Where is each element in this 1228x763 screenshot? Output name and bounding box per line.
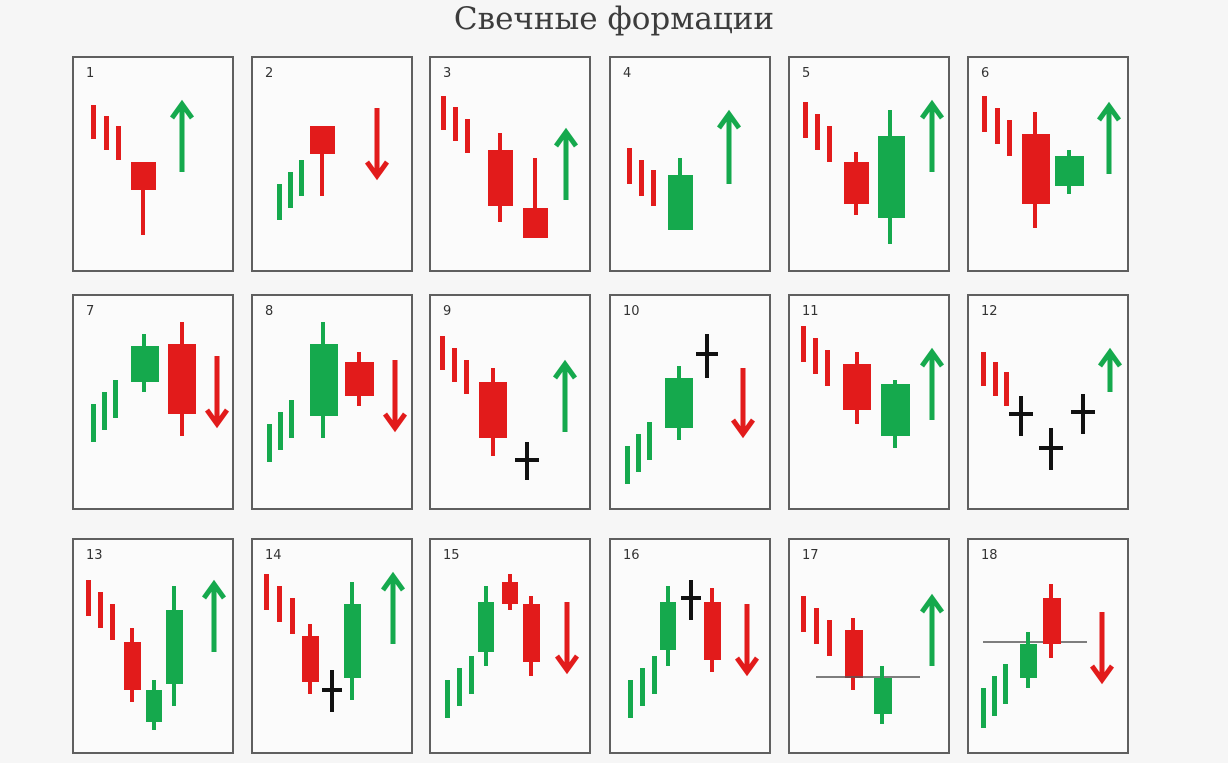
pattern-11-drawing [801,326,945,448]
pattern-panel-2: 2 [251,56,413,272]
pattern-panel-6: 6 [967,56,1129,272]
pattern-7-drawing [91,322,230,442]
pattern-panel-15: 15 [429,538,591,754]
pattern-number: 4 [623,66,632,81]
pattern-number: 11 [802,304,819,319]
pattern-panel-8: 8 [251,294,413,510]
pattern-number: 16 [623,548,640,563]
pattern-16-drawing [628,580,760,718]
pattern-number: 12 [981,304,998,319]
pattern-panel-17: 17 [788,538,950,754]
pattern-number: 10 [623,304,640,319]
pattern-number: 17 [802,548,819,563]
pattern-9-drawing [440,336,578,480]
pattern-panel-7: 7 [72,294,234,510]
pattern-panel-9: 9 [429,294,591,510]
pattern-panel-5: 5 [788,56,950,272]
pattern-panel-1: 1 [72,56,234,272]
pattern-12-drawing [981,347,1123,470]
pattern-panel-16: 16 [609,538,771,754]
pattern-number: 3 [443,66,452,81]
pattern-6-drawing [982,96,1122,228]
pattern-3-drawing [441,96,579,238]
pattern-panel-13: 13 [72,538,234,754]
pattern-number: 6 [981,66,990,81]
pattern-number: 14 [265,548,282,563]
pattern-10-drawing [625,334,756,484]
pattern-panel-3: 3 [429,56,591,272]
pattern-4-drawing [627,109,742,230]
pattern-15-drawing [445,574,580,718]
pattern-2-drawing [277,108,390,220]
pattern-number: 18 [981,548,998,563]
pattern-number: 8 [265,304,274,319]
pattern-panel-14: 14 [251,538,413,754]
pattern-panel-12: 12 [967,294,1129,510]
pattern-panel-11: 11 [788,294,950,510]
pattern-number: 9 [443,304,452,319]
pattern-number: 13 [86,548,103,563]
page-title: Свечные формации [453,1,775,37]
pattern-number: 15 [443,548,460,563]
pattern-number: 7 [86,304,95,319]
pattern-panel-4: 4 [609,56,771,272]
pattern-5-drawing [803,99,945,244]
pattern-13-drawing [86,579,227,730]
pattern-8-drawing [267,322,408,462]
pattern-number: 2 [265,66,274,81]
pattern-14-drawing [264,571,406,712]
pattern-17-drawing [801,593,945,724]
pattern-number: 5 [802,66,811,81]
pattern-panel-10: 10 [609,294,771,510]
pattern-panel-18: 18 [967,538,1129,754]
pattern-18-drawing [981,584,1115,728]
pattern-number: 1 [86,66,95,81]
pattern-1-drawing [91,99,195,235]
